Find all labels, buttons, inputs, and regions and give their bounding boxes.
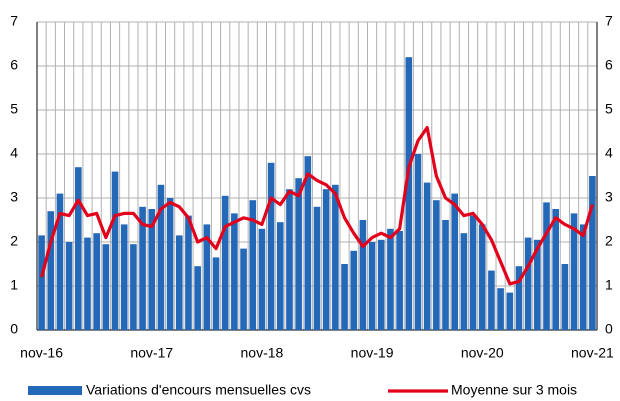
bar xyxy=(368,242,376,330)
bar xyxy=(194,266,201,330)
bar xyxy=(212,257,220,330)
bar xyxy=(561,264,569,330)
y2-tick-label: 0 xyxy=(605,321,613,337)
bar xyxy=(359,220,367,330)
bar xyxy=(148,209,156,330)
bar xyxy=(38,235,45,330)
bar xyxy=(258,228,266,330)
bar xyxy=(534,239,541,330)
y-tick-label: 5 xyxy=(10,101,18,117)
x-tick-label: nov-18 xyxy=(241,345,284,361)
y2-tick-label: 1 xyxy=(605,277,613,293)
bar xyxy=(543,202,550,330)
bar xyxy=(304,156,312,330)
x-tick-label: nov-17 xyxy=(130,345,173,361)
x-tick-label: nov-16 xyxy=(20,345,63,361)
bar xyxy=(295,178,302,330)
bar xyxy=(130,244,137,330)
bar xyxy=(240,248,247,330)
bar xyxy=(313,206,321,330)
bar xyxy=(203,224,211,330)
bar xyxy=(120,224,128,330)
bar xyxy=(442,220,449,330)
y-tick-label: 6 xyxy=(10,57,18,73)
bar xyxy=(414,154,422,330)
y2-tick-label: 7 xyxy=(605,13,613,29)
bar xyxy=(570,213,578,330)
bar xyxy=(341,264,348,330)
y-tick-label: 7 xyxy=(10,13,18,29)
bar xyxy=(469,215,477,330)
legend-swatch xyxy=(28,386,82,395)
bar xyxy=(249,200,257,330)
bar xyxy=(552,209,559,330)
x-tick-label: nov-19 xyxy=(351,345,394,361)
line xyxy=(40,125,594,286)
y-tick-label: 1 xyxy=(10,277,18,293)
bar xyxy=(47,211,55,330)
legend-label: Moyenne sur 3 mois xyxy=(451,382,577,398)
bar xyxy=(102,244,110,330)
y2-tick-label: 4 xyxy=(605,145,613,161)
bar xyxy=(497,288,504,330)
bar xyxy=(460,233,468,330)
bar xyxy=(387,228,394,330)
bar xyxy=(231,213,238,330)
bar xyxy=(84,237,91,330)
bar xyxy=(185,215,192,330)
bar xyxy=(166,198,174,330)
y2-tick-label: 6 xyxy=(605,57,613,73)
bar xyxy=(139,206,146,330)
bar xyxy=(65,242,73,330)
bar xyxy=(488,270,495,330)
bar xyxy=(478,224,486,330)
bar xyxy=(221,195,229,330)
bar xyxy=(93,233,100,330)
bar xyxy=(75,167,82,330)
bar xyxy=(111,171,119,330)
bar xyxy=(405,57,413,330)
bar xyxy=(377,239,385,330)
y2-tick-label: 5 xyxy=(605,101,613,117)
y-tick-label: 0 xyxy=(10,321,18,337)
y2-tick-label: 3 xyxy=(605,189,613,205)
bar xyxy=(451,193,459,330)
y2-tick-label: 2 xyxy=(605,233,613,249)
bar xyxy=(433,200,440,330)
bar xyxy=(579,224,587,330)
y-tick-label: 3 xyxy=(10,189,18,205)
y-tick-label: 2 xyxy=(10,233,18,249)
bar xyxy=(286,189,293,330)
bar xyxy=(423,182,431,330)
bar xyxy=(589,176,596,330)
legend-label: Variations d'encours mensuelles cvs xyxy=(86,382,311,398)
x-tick-label: nov-21 xyxy=(571,345,614,361)
x-tick-label: nov-20 xyxy=(461,345,504,361)
bar xyxy=(506,292,514,330)
bar xyxy=(515,266,523,330)
bar xyxy=(524,237,532,330)
bar xyxy=(322,189,330,330)
bar xyxy=(157,184,165,330)
bar xyxy=(267,162,275,330)
bar xyxy=(396,231,403,330)
y-tick-label: 4 xyxy=(10,145,18,161)
bar xyxy=(350,250,358,330)
bar xyxy=(332,184,339,330)
bar xyxy=(175,235,183,330)
bar xyxy=(56,193,64,330)
bar xyxy=(276,222,284,330)
